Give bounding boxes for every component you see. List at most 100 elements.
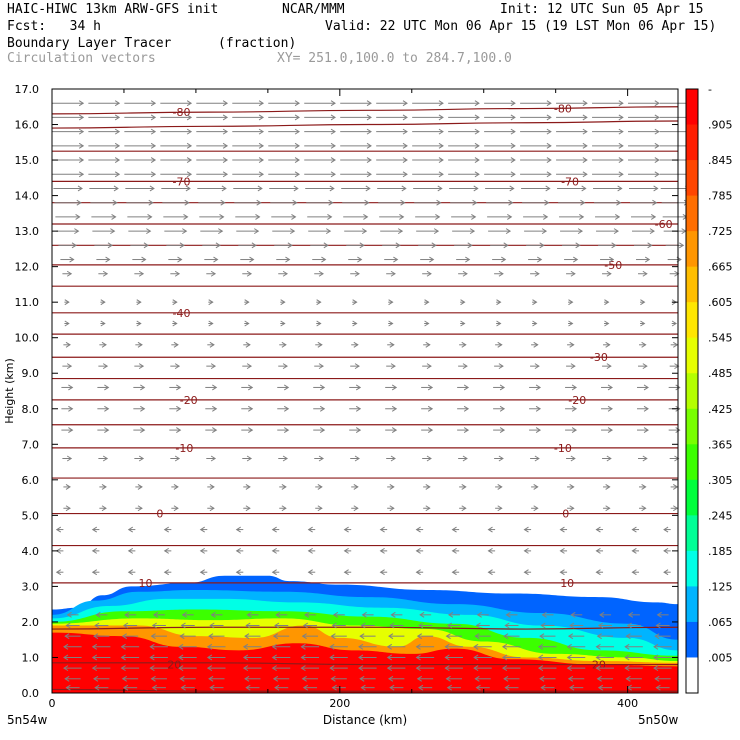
vector-arrow-head <box>425 341 431 348</box>
vector-arrow-head <box>463 405 470 412</box>
vector-arrow-head <box>271 654 277 661</box>
vector-arrow-head <box>330 171 336 178</box>
colorbar-label: .125 <box>708 580 733 593</box>
vector-arrow-head <box>389 341 395 348</box>
vector-arrow-head <box>595 643 601 650</box>
colorbar-label: .725 <box>708 225 733 238</box>
vector-arrow-head <box>625 675 631 682</box>
vector-arrow-head <box>532 299 538 306</box>
vector-arrow-head <box>249 256 255 263</box>
vector-arrow-head <box>607 405 613 412</box>
vector-arrow-head <box>127 526 134 533</box>
vector-arrow-head <box>415 547 421 554</box>
vector-arrow-head <box>355 405 362 412</box>
vector-arrow-head <box>254 228 260 235</box>
vector-arrow-head <box>137 484 143 490</box>
vector-arrow-head <box>179 675 185 682</box>
vector-arrow-head <box>642 363 648 370</box>
contour-label: -30 <box>590 351 608 364</box>
vector-arrow-head <box>152 611 159 618</box>
vector-arrow-head <box>571 384 578 391</box>
vector-arrow-head <box>307 526 313 533</box>
colorbar-swatch <box>686 621 698 658</box>
vector-arrow-head <box>63 665 69 672</box>
colorbar-swatch <box>686 337 698 374</box>
vector-arrow-head <box>181 611 187 618</box>
colorbar-swatch <box>686 657 698 694</box>
vector-arrow-head <box>178 643 184 650</box>
vector-arrow-head <box>474 171 480 178</box>
vector-arrow-head <box>149 643 155 650</box>
contour-line-1 <box>51 120 679 129</box>
vector-arrow-head <box>397 228 404 235</box>
vector-arrow-head <box>487 547 493 554</box>
vector-arrow-head <box>302 622 309 629</box>
vector-arrow-head <box>447 611 454 618</box>
vector-arrow-head <box>206 643 213 650</box>
vector-arrow-head <box>596 633 602 640</box>
vector-arrow-head <box>541 228 548 235</box>
vector-arrow-head <box>389 622 395 629</box>
vector-arrow-head <box>68 384 74 391</box>
vector-arrow-head <box>498 363 504 370</box>
vector-arrow-head <box>523 526 529 533</box>
vector-arrow-head <box>618 100 624 107</box>
vector-arrow-head <box>186 157 193 163</box>
vector-arrow-head <box>78 100 85 107</box>
vector-arrow-head <box>352 320 358 327</box>
vector-arrow-head <box>221 185 227 192</box>
vector-arrow-head <box>141 256 147 263</box>
colorbar-label: .185 <box>708 545 733 558</box>
vector-arrow-head <box>177 256 183 263</box>
vector-arrow-head <box>618 114 624 121</box>
vector-arrow-head <box>258 128 265 135</box>
vector-arrow-head <box>579 213 585 220</box>
vector-arrow-head <box>355 427 362 434</box>
y-tick-label: 17.0 <box>15 83 40 96</box>
vector-arrow-head <box>597 684 604 691</box>
vector-arrow-head <box>427 405 434 412</box>
y-tick-label: 12.0 <box>15 261 40 274</box>
vector-arrow-head <box>235 526 241 533</box>
y-tick-label: 9.0 <box>22 367 40 380</box>
vector-arrow-head <box>388 675 394 682</box>
vector-arrow-head <box>75 213 81 220</box>
vector-arrow-head <box>595 547 601 554</box>
vector-arrow-head <box>222 157 229 163</box>
vector-arrow-head <box>330 633 336 640</box>
vector-arrow-head <box>331 622 337 629</box>
vector-arrow-head <box>178 665 184 672</box>
vector-arrow-head <box>353 505 359 512</box>
vector-arrow-head <box>330 675 336 682</box>
colorbar-swatch <box>686 231 698 268</box>
colorbar-label: .785 <box>708 190 733 203</box>
vector-arrow-head <box>182 228 188 235</box>
contour-label: 20 <box>167 659 181 672</box>
contour-label: -60 <box>655 218 673 231</box>
vector-arrow-head <box>151 622 157 629</box>
vector-arrow-head <box>206 654 213 661</box>
vector-arrow-head <box>393 256 399 263</box>
vector-arrow-head <box>65 484 71 490</box>
vector-arrow-head <box>654 171 660 178</box>
vector-arrow-head <box>597 622 604 629</box>
vector-arrow-head <box>114 157 121 163</box>
vector-arrow-head <box>438 142 444 149</box>
x-tick-label: 0 <box>49 697 56 710</box>
vector-arrow-head <box>631 547 637 554</box>
vector-arrow-head <box>654 633 660 640</box>
vector-arrow-head <box>65 341 71 348</box>
vector-arrow-head <box>180 684 186 691</box>
colorbar-label: .665 <box>708 261 733 274</box>
vector-arrow-head <box>379 569 385 576</box>
vector-arrow-head <box>174 363 181 370</box>
vector-arrow-head <box>640 320 646 327</box>
vector-arrow-head <box>582 128 588 135</box>
vector-arrow-head <box>150 100 157 107</box>
vector-arrow-head <box>462 455 468 462</box>
vector-arrow-head <box>138 270 145 277</box>
vector-arrow-head <box>505 611 511 618</box>
vector-arrow-head <box>418 622 424 629</box>
vector-arrow-head <box>174 270 181 277</box>
vector-arrow-head <box>150 128 157 135</box>
